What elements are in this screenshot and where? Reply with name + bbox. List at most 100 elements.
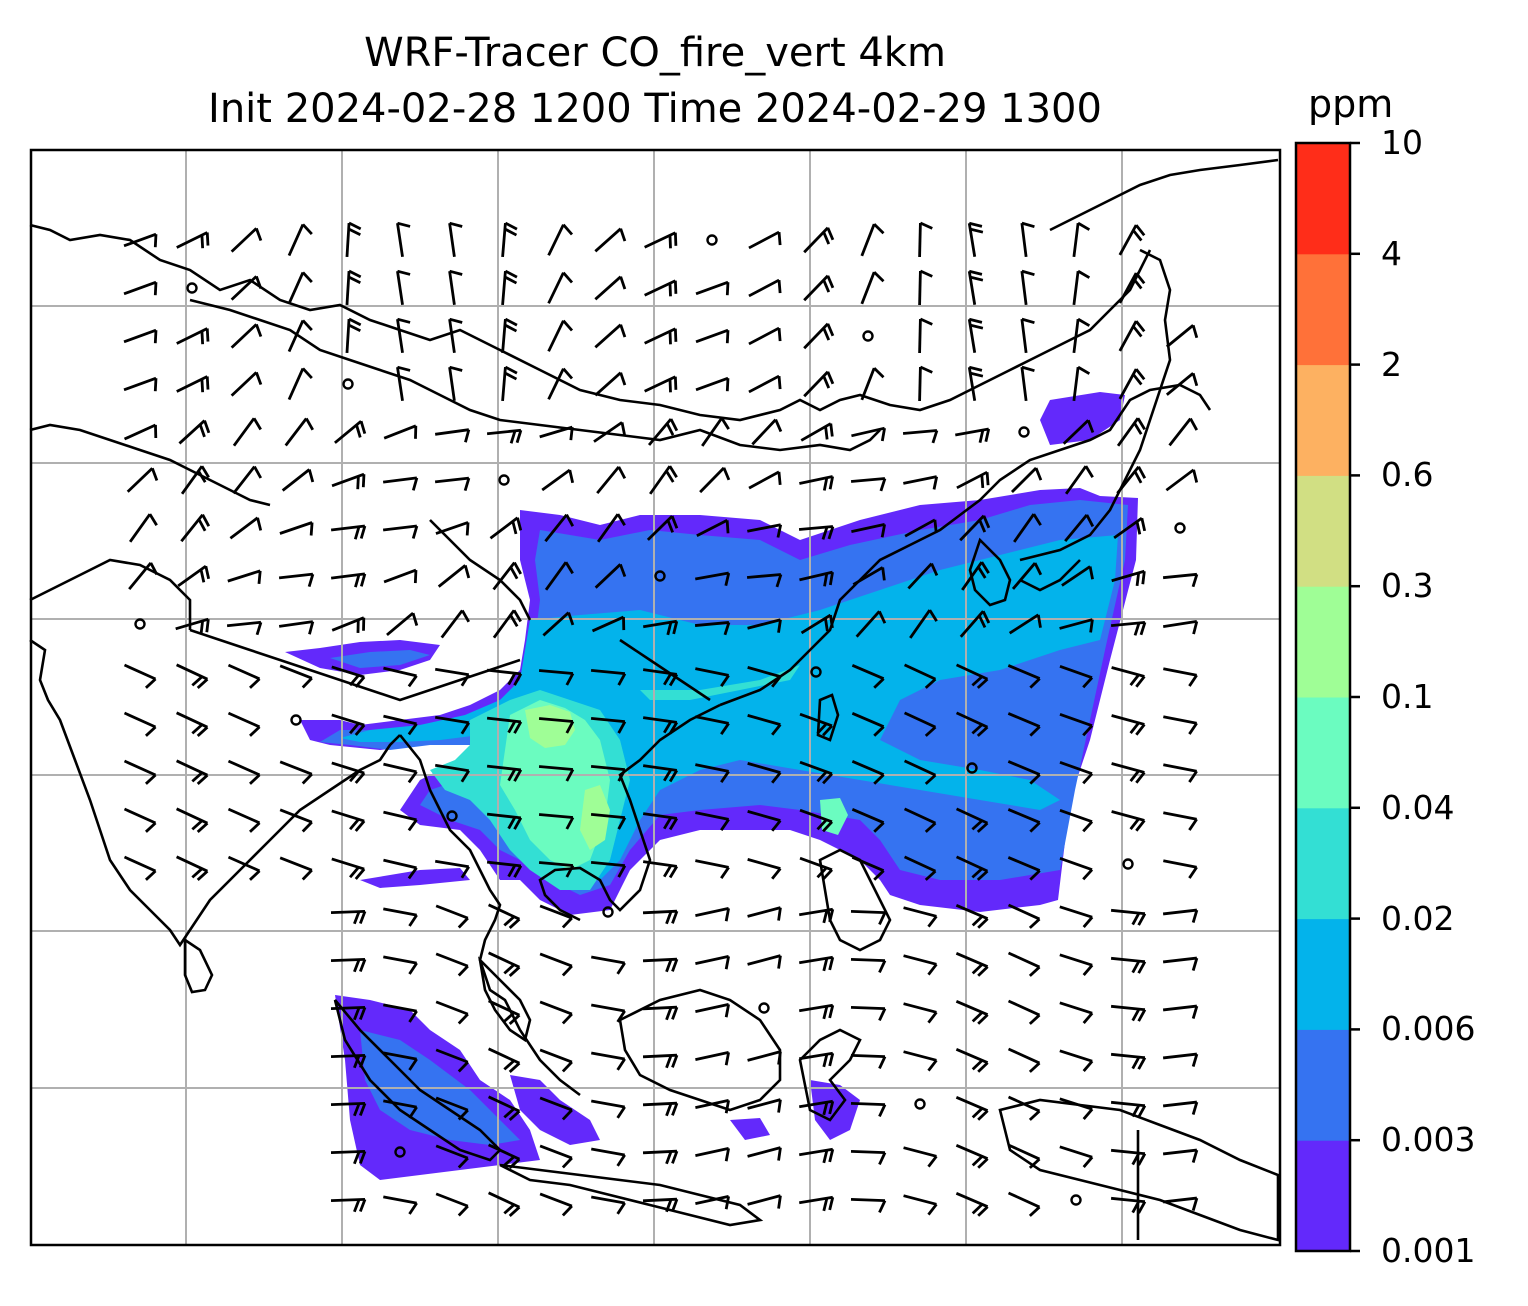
wind-barb [967,365,984,402]
border-central-asia [29,423,271,507]
map-subtitle: Init 2024-02-28 1200 Time 2024-02-29 130… [208,86,1102,132]
colorbar-tick-label: 4 [1381,233,1402,273]
wind-barb [180,465,210,495]
wind-barb [180,513,211,543]
wind-barb [1110,956,1147,974]
wind-barb [287,223,313,257]
wind-barb [492,561,522,591]
tracer-plume-level1-small3 [360,868,470,888]
wind-barb [644,279,678,297]
wind-barb [748,278,782,298]
wind-barb [330,1053,367,1069]
wind-barb [383,1195,418,1215]
wind-barb [850,1101,887,1118]
wind-barb [1110,1148,1147,1166]
coastline-indochina [538,703,721,922]
wind-barb [799,760,834,785]
wind-barb [383,666,418,688]
wind-barb-calm [1070,1194,1082,1206]
wind-barb [748,230,782,250]
wind-barb [695,328,730,344]
wind-barb [448,269,463,306]
wind-barb [590,668,627,686]
wind-barb [642,668,679,687]
wind-barb [1072,317,1091,354]
wind-barb [1111,666,1146,688]
wind-barb [1162,1148,1199,1163]
wind-barb [695,1099,730,1114]
wind-barb [541,468,575,492]
wind-barb [798,1051,835,1068]
wind-barb [279,664,313,689]
wind-barb [955,1047,989,1073]
wind-barb [799,856,834,881]
wind-barb [1162,572,1199,588]
wind-barb [383,907,418,927]
wind-barb [903,1194,938,1216]
wind-barb [642,716,679,735]
wind-barb [544,513,575,543]
wind-barb [383,955,418,975]
wind-barb [642,860,679,879]
wind-barb [279,760,313,785]
wind-barb [1059,1097,1094,1120]
wind-barb [695,376,730,392]
tracer-plume-level4b [640,665,800,700]
wind-barb [331,857,366,880]
wind-barb-calm [446,810,458,822]
wind-barb-calm [914,1098,926,1110]
wind-barb [955,807,989,833]
wind-barb [1064,513,1095,543]
wind-barb [1061,565,1094,587]
wind-barb [903,954,938,976]
map-gridlines [31,150,1280,1245]
wind-barb [538,861,575,878]
wind-barb [1007,1095,1041,1121]
wind-barb [748,470,782,490]
colorbar-segment [1296,807,1350,920]
wind-barb [448,221,463,258]
wind-barb [1165,324,1199,348]
wind-barb-calm [966,762,978,774]
wind-barb [539,952,573,977]
wind-barb [1020,221,1035,258]
wind-barb [123,376,158,392]
wind-barb [955,1191,989,1217]
wind-barb [330,572,367,588]
colorbar-tick-label: 0.001 [1381,1231,1476,1270]
wind-barb [547,271,574,304]
wind-barb [591,1099,626,1119]
wind-barb [435,904,469,929]
wind-barb [434,715,470,735]
wind-barb [642,1101,679,1117]
wind-barb [331,761,366,784]
wind-barb [539,904,573,929]
wind-barb [1118,272,1146,304]
wind-barb [1007,760,1041,785]
wind-barb [903,759,937,785]
wind-barb [396,317,411,354]
wind-barb [695,955,730,970]
wind-barb [967,269,984,306]
coastline-bengal [398,734,581,1097]
tracer-plume-level1-small2 [810,1080,860,1140]
wind-barb [967,221,984,258]
wind-barb [855,610,887,638]
wind-barb [1072,221,1091,258]
wind-barb [1007,903,1041,929]
wind-barb [903,475,939,490]
wind-barb [1165,468,1199,492]
wind-barb [696,519,730,537]
coastline-korea [968,537,1012,607]
wind-barb [488,1047,521,1073]
wind-barb [488,999,521,1025]
wind-barb [851,760,885,785]
wind-barb [642,764,679,783]
wind-barb [903,1050,938,1072]
wind-barb [448,365,463,402]
wind-barb [501,317,518,354]
coastline-malaya [478,956,532,1043]
wind-barb [1163,763,1198,783]
wind-barb [123,280,158,296]
